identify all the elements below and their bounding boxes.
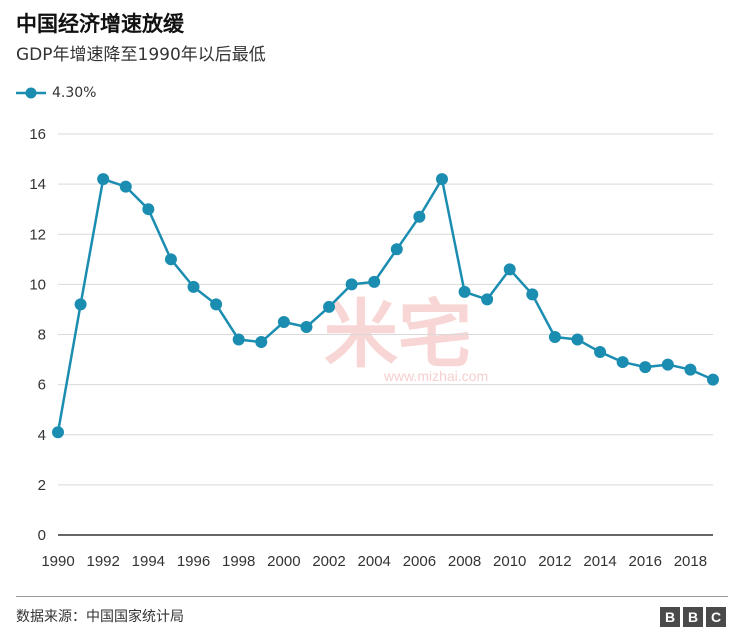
x-tick-label: 2002 [312,553,345,570]
x-tick-label: 2018 [674,553,707,570]
x-tick-label: 1990 [41,553,74,570]
y-tick-label: 16 [29,126,46,143]
data-point [232,333,245,346]
data-point [503,263,516,276]
data-point [97,173,110,186]
legend-label: 4.30% [52,85,97,101]
x-tick-label: 2008 [448,553,481,570]
chart-subtitle: GDP年增速降至1990年以后最低 [16,45,266,65]
data-point [119,180,132,193]
chart-title: 中国经济增速放缓 [16,12,184,36]
data-point [368,275,381,288]
data-point [481,293,494,306]
y-tick-label: 14 [29,176,46,193]
x-tick-label: 1994 [132,553,165,570]
y-tick-label: 6 [38,377,46,394]
data-point [142,203,155,216]
x-tick-label: 1992 [86,553,119,570]
data-point [526,288,539,301]
data-point [345,278,358,291]
data-point [707,373,719,386]
logo-letter: B [683,607,703,627]
data-point [210,298,223,311]
data-point [684,363,697,376]
data-point [458,285,471,298]
data-point [616,356,629,369]
bbc-logo: B B C [660,607,726,627]
data-point [255,336,268,349]
legend-marker-icon [16,87,46,99]
data-point [277,315,290,328]
x-tick-label: 2000 [267,553,300,570]
y-tick-label: 12 [29,226,46,243]
data-point [300,320,313,333]
y-tick-label: 4 [38,427,46,444]
data-point [571,333,584,346]
data-point [390,243,403,256]
x-tick-label: 2004 [358,553,391,570]
x-tick-label: 2010 [493,553,526,570]
data-point [661,358,674,371]
x-tick-label: 1996 [177,553,210,570]
data-point [413,210,426,223]
y-tick-label: 8 [38,327,46,344]
x-tick-label: 2006 [403,553,436,570]
data-point [164,253,177,266]
data-point [594,346,607,359]
data-point [639,361,652,374]
data-source: 数据来源：中国国家统计局 [16,609,184,625]
x-tick-label: 1998 [222,553,255,570]
x-tick-label: 2016 [629,553,662,570]
footer-divider [16,596,728,597]
legend: 4.30% [16,82,96,104]
y-tick-label: 2 [38,477,46,494]
data-point [74,298,87,311]
data-point [435,173,448,186]
data-point [52,426,64,439]
data-point [323,300,336,313]
data-point [548,331,561,344]
y-tick-label: 10 [29,276,46,293]
logo-letter: B [660,607,680,627]
x-tick-label: 2012 [538,553,571,570]
watermark-url: www.mizhai.com [383,368,488,384]
y-tick-label: 0 [38,527,46,544]
x-tick-label: 2014 [583,553,616,570]
logo-letter: C [706,607,726,627]
data-point [187,280,200,293]
